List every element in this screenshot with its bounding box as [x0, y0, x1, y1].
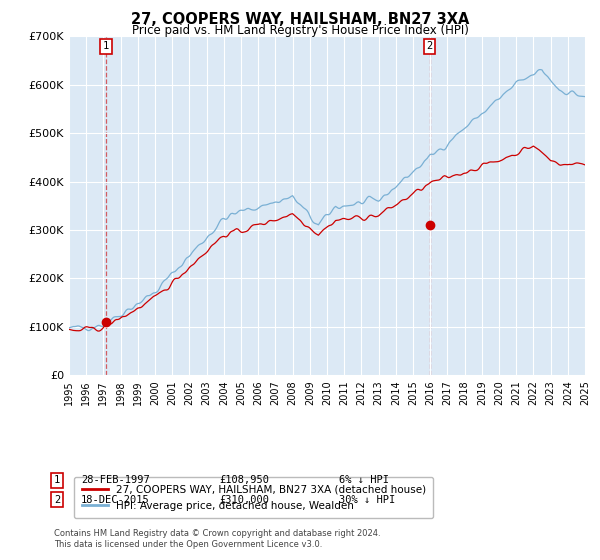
Text: £108,950: £108,950 — [219, 475, 269, 486]
Text: £310,000: £310,000 — [219, 494, 269, 505]
Text: 2: 2 — [54, 494, 60, 505]
Text: 18-DEC-2015: 18-DEC-2015 — [81, 494, 150, 505]
Text: Price paid vs. HM Land Registry's House Price Index (HPI): Price paid vs. HM Land Registry's House … — [131, 24, 469, 36]
Text: 27, COOPERS WAY, HAILSHAM, BN27 3XA: 27, COOPERS WAY, HAILSHAM, BN27 3XA — [131, 12, 469, 27]
Text: 6% ↓ HPI: 6% ↓ HPI — [339, 475, 389, 486]
Legend: 27, COOPERS WAY, HAILSHAM, BN27 3XA (detached house), HPI: Average price, detach: 27, COOPERS WAY, HAILSHAM, BN27 3XA (det… — [74, 477, 433, 518]
Text: 2: 2 — [427, 41, 433, 52]
Text: 30% ↓ HPI: 30% ↓ HPI — [339, 494, 395, 505]
Text: Contains HM Land Registry data © Crown copyright and database right 2024.
This d: Contains HM Land Registry data © Crown c… — [54, 529, 380, 549]
Text: 28-FEB-1997: 28-FEB-1997 — [81, 475, 150, 486]
Text: 1: 1 — [54, 475, 60, 486]
Text: 1: 1 — [103, 41, 109, 52]
